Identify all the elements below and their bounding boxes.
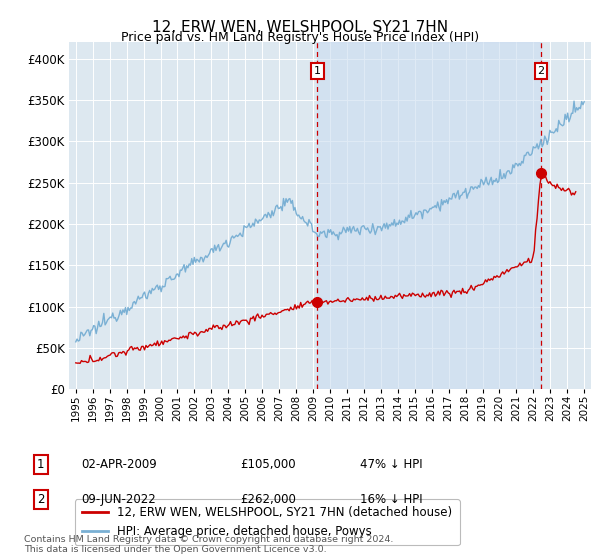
Text: £105,000: £105,000	[240, 458, 296, 472]
Text: 1: 1	[314, 66, 321, 76]
Text: 2: 2	[37, 493, 44, 506]
Bar	[317, 42, 541, 389]
Legend: 12, ERW WEN, WELSHPOOL, SY21 7HN (detached house), HPI: Average price, detached : 12, ERW WEN, WELSHPOOL, SY21 7HN (detach…	[75, 500, 460, 545]
Text: 1: 1	[37, 458, 44, 472]
Text: 12, ERW WEN, WELSHPOOL, SY21 7HN: 12, ERW WEN, WELSHPOOL, SY21 7HN	[152, 20, 448, 35]
Text: 09-JUN-2022: 09-JUN-2022	[81, 493, 156, 506]
Text: 2: 2	[538, 66, 545, 76]
Text: 02-APR-2009: 02-APR-2009	[81, 458, 157, 472]
Text: 47% ↓ HPI: 47% ↓ HPI	[360, 458, 422, 472]
Text: £262,000: £262,000	[240, 493, 296, 506]
Text: Contains HM Land Registry data © Crown copyright and database right 2024.
This d: Contains HM Land Registry data © Crown c…	[24, 535, 394, 554]
Text: 16% ↓ HPI: 16% ↓ HPI	[360, 493, 422, 506]
Text: Price paid vs. HM Land Registry's House Price Index (HPI): Price paid vs. HM Land Registry's House …	[121, 31, 479, 44]
